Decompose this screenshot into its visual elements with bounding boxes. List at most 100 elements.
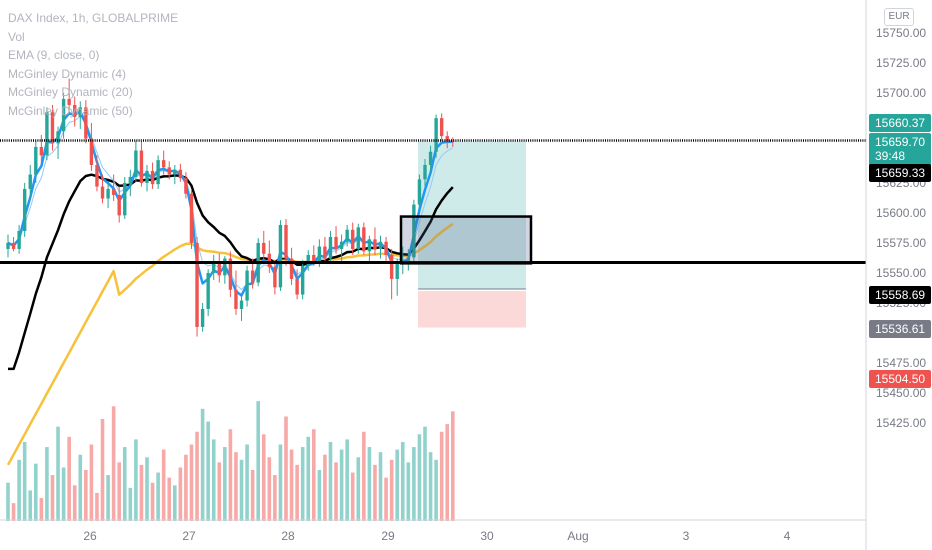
volume-bar	[312, 429, 316, 521]
volume-bar	[150, 482, 155, 521]
candle-body	[61, 98, 66, 132]
volume-bar	[6, 482, 10, 521]
volume-bar	[345, 439, 349, 521]
candle-body	[145, 170, 149, 183]
volume-bar	[28, 490, 33, 521]
price-tag-last: 15659.70 39:48	[869, 133, 932, 167]
candle-body	[206, 272, 210, 309]
candle-body	[339, 241, 344, 249]
candle-body	[434, 118, 438, 152]
rectangle-drawing	[399, 215, 533, 265]
volume-bar	[17, 459, 21, 521]
volume-bar	[339, 449, 344, 521]
candle-body	[428, 151, 433, 165]
candle-body	[150, 170, 155, 185]
price-tick-label: 15700.00	[876, 86, 926, 100]
candle-body	[228, 258, 233, 290]
volume-bar	[223, 447, 227, 521]
legend-volume: Vol	[8, 29, 25, 44]
candle-body	[134, 150, 138, 177]
candle-body	[139, 150, 144, 183]
volume-bar	[161, 449, 166, 521]
volume-bar	[395, 449, 399, 521]
volume-bar	[267, 457, 272, 521]
candle-body	[223, 258, 227, 276]
candle-body	[250, 270, 255, 283]
price-tick-label: 15475.00	[876, 356, 926, 370]
candle-body	[95, 164, 99, 187]
candle-body	[351, 229, 355, 249]
candle-body	[50, 112, 55, 144]
candle-body	[45, 112, 49, 156]
candle-body	[128, 176, 133, 183]
candle-body	[389, 254, 394, 279]
volume-bar	[139, 464, 144, 521]
price-tag-stop: 15504.50	[869, 370, 932, 388]
candle-body	[117, 194, 121, 216]
candle-body	[412, 204, 416, 258]
chart-legend: DAX Index, 1h, GLOBALPRIME Vol EMA (9, c…	[8, 9, 178, 120]
candle-body	[39, 146, 44, 156]
volume-bar	[173, 485, 177, 521]
volume-bar	[184, 454, 188, 521]
candle-body	[111, 188, 116, 195]
candle-body	[89, 138, 94, 165]
candle-body	[273, 266, 277, 288]
price-tick-label: 15575.00	[876, 236, 926, 250]
candle-body	[167, 167, 171, 175]
candle-body	[34, 146, 38, 175]
time-tick-label: 26	[83, 529, 97, 543]
candle-body	[17, 230, 21, 249]
volume-bar	[167, 477, 172, 521]
volume-bar	[367, 447, 372, 521]
volume-bar	[306, 436, 311, 521]
price-tag-lower-line: 15558.69	[869, 286, 932, 304]
volume-bar	[417, 434, 422, 521]
time-tick-label: 4	[784, 529, 791, 543]
candle-body	[212, 260, 216, 273]
volume-bar	[106, 475, 110, 521]
volume-bar	[134, 439, 138, 521]
price-tag-entry: 15536.61	[869, 320, 932, 338]
volume-bar	[328, 441, 333, 521]
candle-body	[73, 104, 77, 117]
volume-bar	[206, 421, 210, 521]
candle-body	[173, 169, 177, 175]
volume-bar	[317, 470, 322, 521]
candle-body	[295, 278, 299, 295]
volume-bar	[45, 447, 49, 521]
price-tick-label: 15600.00	[876, 206, 926, 220]
candle-body	[367, 239, 372, 252]
candle-body	[6, 242, 10, 249]
volume-bar	[428, 452, 433, 521]
time-tick-label: 29	[381, 529, 395, 543]
volume-bar	[61, 467, 66, 521]
candle-body	[417, 179, 422, 205]
volume-bar	[200, 408, 205, 521]
volume-bar	[178, 467, 183, 521]
volume-bar	[234, 452, 238, 521]
candle-body	[334, 236, 338, 249]
candle-body	[28, 174, 32, 189]
time-tick-label: Aug	[567, 529, 588, 543]
currency-button[interactable]: EUR	[884, 8, 914, 26]
volume-bar	[300, 447, 305, 521]
volume-bar	[451, 411, 455, 521]
legend-mcginley-50: McGinley Dynamic (50)	[8, 103, 133, 118]
candle-body	[161, 160, 166, 168]
legend-mcginley-4: McGinley Dynamic (4)	[8, 66, 127, 81]
volume-bar	[95, 492, 99, 521]
chart-title: DAX Index, 1h, GLOBALPRIME	[8, 11, 179, 25]
candle-body	[267, 253, 272, 267]
candle-body	[278, 224, 283, 288]
candle-body	[406, 257, 411, 261]
volume-bar	[434, 459, 438, 521]
volume-bar	[67, 436, 71, 521]
volume-bar	[373, 464, 377, 521]
candle-body	[451, 140, 455, 142]
time-tick-label: 27	[182, 529, 196, 543]
candle-body	[378, 241, 383, 249]
volume-bar	[72, 485, 77, 521]
candle-body	[195, 242, 199, 327]
